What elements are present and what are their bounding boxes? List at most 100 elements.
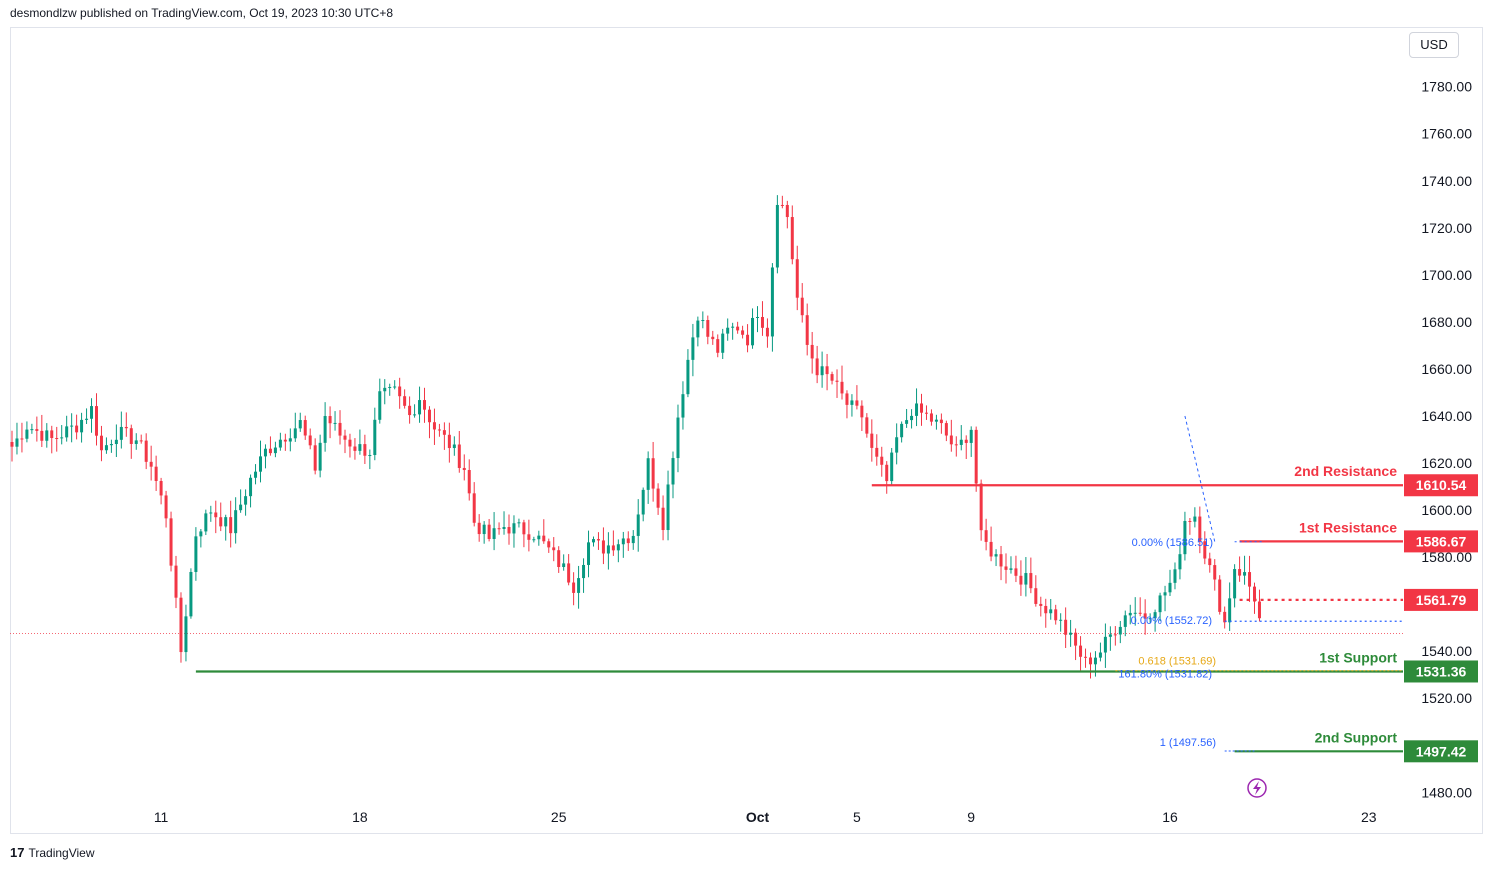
candle	[1243, 555, 1247, 585]
candle	[517, 518, 521, 528]
candle-body	[736, 326, 740, 331]
alert-bolt-icon[interactable]	[1247, 778, 1267, 798]
candle	[661, 495, 665, 541]
candle	[75, 414, 79, 440]
candle-body	[313, 445, 317, 471]
candle	[378, 378, 382, 424]
candle-body	[760, 316, 764, 328]
candle	[596, 532, 600, 550]
candle-body	[865, 417, 869, 434]
candle	[770, 263, 774, 352]
candle	[124, 412, 128, 437]
candle	[631, 530, 635, 550]
candle-body	[840, 381, 844, 394]
candle-body	[1069, 632, 1073, 635]
candle-body	[174, 565, 178, 598]
candle	[606, 532, 610, 570]
candle-body	[944, 423, 948, 436]
candle	[542, 519, 546, 544]
candle-body	[751, 317, 755, 346]
candle	[994, 549, 998, 567]
candle-body	[582, 564, 586, 579]
y-tick-label: 1700.00	[1421, 267, 1472, 283]
candle-body	[974, 429, 978, 484]
candle-body	[229, 517, 233, 534]
candle-body	[1009, 568, 1013, 570]
candle	[447, 422, 451, 463]
candle-body	[403, 396, 407, 406]
candle-body	[303, 420, 307, 436]
candle-body	[353, 446, 357, 451]
candle	[815, 345, 819, 384]
candle	[452, 436, 456, 456]
y-tick-label: 1740.00	[1421, 173, 1472, 189]
candle	[1118, 620, 1122, 644]
candle	[40, 414, 44, 448]
candle	[477, 514, 481, 542]
candle	[547, 538, 551, 553]
candle	[497, 522, 501, 535]
level-price-label: 1497.42	[1416, 743, 1467, 759]
candle	[969, 426, 973, 457]
candle	[45, 423, 49, 448]
candle	[830, 371, 834, 385]
candle-body	[109, 444, 113, 446]
currency-selector[interactable]: USD	[1409, 32, 1459, 58]
candle	[50, 425, 54, 454]
candle-body	[805, 315, 809, 345]
candle	[90, 398, 94, 433]
candle	[1133, 597, 1137, 626]
candle-body	[1173, 569, 1177, 583]
candle-body	[701, 320, 705, 322]
candle-body	[70, 425, 74, 427]
candle	[611, 530, 615, 556]
candle	[656, 483, 660, 515]
y-tick-label: 1760.00	[1421, 126, 1472, 142]
candle-body	[298, 420, 302, 429]
candle-body	[45, 430, 49, 441]
candle	[1233, 564, 1237, 608]
candle	[507, 514, 511, 545]
candle	[35, 416, 39, 442]
candle	[1069, 619, 1073, 647]
candle-body	[691, 337, 695, 360]
candle-body	[1074, 632, 1078, 646]
candle	[800, 283, 804, 323]
candle-body	[1044, 605, 1048, 614]
candle	[1183, 511, 1187, 561]
fib-label: 0.00% (1552.72)	[1131, 615, 1212, 627]
candle	[835, 369, 839, 398]
candle-body	[810, 344, 814, 359]
candle	[259, 440, 262, 483]
candle-body	[323, 416, 327, 443]
candle-body	[60, 437, 64, 439]
candle	[174, 555, 178, 609]
candle	[666, 470, 670, 541]
fibonacci-tool: 0.00% (1586.51) 0.00% (1552.72) 0.618 (153…	[1115, 415, 1403, 752]
candle	[1088, 652, 1092, 679]
candle-body	[497, 528, 501, 530]
candle-body	[159, 480, 163, 496]
level-price-badge	[1404, 530, 1478, 553]
candle-body	[577, 578, 581, 593]
candle-body	[149, 461, 153, 467]
candle	[681, 381, 685, 430]
candle-body	[55, 438, 59, 440]
candle-body	[746, 334, 750, 346]
candle-body	[1208, 558, 1212, 566]
candle-body	[870, 433, 874, 448]
candle	[865, 413, 869, 438]
candle	[457, 430, 461, 473]
candle	[785, 200, 789, 229]
candle	[587, 530, 591, 578]
candle-body	[263, 448, 267, 457]
candle-body	[418, 400, 422, 415]
candle-body	[626, 538, 630, 544]
candle-body	[169, 518, 173, 566]
candle-body	[830, 374, 834, 381]
candle-body	[338, 422, 342, 436]
candle-body	[214, 512, 218, 518]
candle	[765, 318, 769, 348]
candle	[104, 437, 108, 454]
